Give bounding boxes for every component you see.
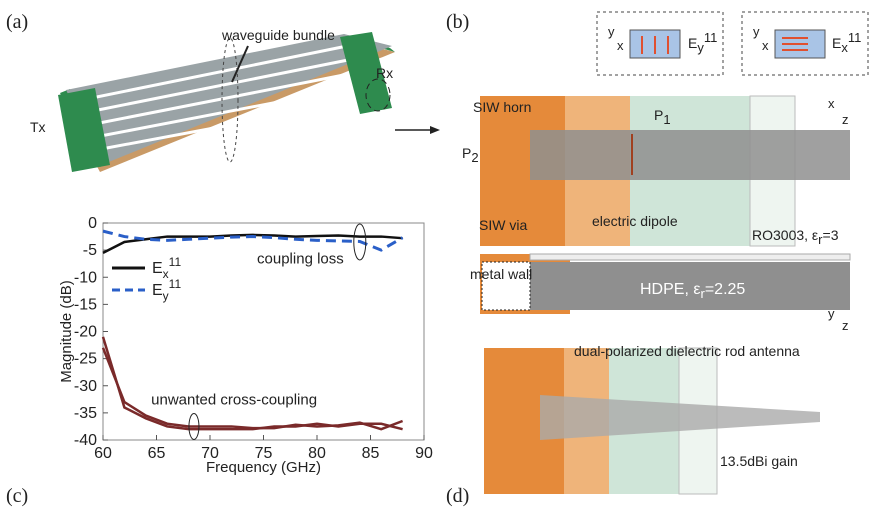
- axis-label: x: [617, 38, 624, 53]
- y-tick-label: -30: [74, 378, 97, 395]
- polarization-boxes: [597, 12, 868, 75]
- legend-sub: y: [163, 289, 169, 303]
- annotation: dual-polarized dielectric rod antenna: [574, 343, 800, 359]
- y-tick-label: -15: [74, 296, 97, 313]
- x-tick-label: 85: [362, 445, 380, 462]
- annotation: waveguide bundle: [221, 27, 335, 43]
- legend-name: E: [152, 282, 163, 299]
- annotation: electric dipole: [592, 213, 678, 229]
- panel-label: (b): [446, 11, 469, 33]
- x-tick-label: 90: [415, 445, 433, 462]
- axis-label: x: [828, 96, 835, 111]
- axis-label: y: [828, 306, 835, 321]
- legend-name: E: [152, 260, 163, 277]
- axis-label: z: [842, 112, 849, 127]
- mode-label: Ex11: [832, 30, 861, 55]
- rod-antenna: [484, 348, 820, 494]
- annotation: 13.5dBi gain: [720, 453, 798, 469]
- bundle-drawing: [58, 32, 440, 172]
- x-axis-label: Frequency (GHz): [206, 459, 321, 476]
- y-tick-label: -25: [74, 351, 97, 368]
- y-tick-label: -20: [74, 324, 97, 341]
- annotation: SIW via: [479, 217, 527, 233]
- axis-label: y: [753, 24, 760, 39]
- y-tick-label: 0: [88, 215, 97, 232]
- y-tick-label: -35: [74, 405, 97, 422]
- annotation: Rx: [376, 65, 393, 81]
- y-tick-label: -5: [83, 242, 97, 259]
- annotation: SIW horn: [473, 99, 531, 115]
- annotation: metal wall: [470, 266, 532, 282]
- annotation: coupling loss: [257, 251, 344, 268]
- figure: (a) waveguide bundle Rx Tx (b) Ey11 Ex11…: [0, 0, 871, 508]
- panel-label: (a): [6, 11, 28, 33]
- y-tick-label: -10: [74, 269, 97, 286]
- axis-label: z: [842, 318, 849, 333]
- panel-label: (c): [6, 485, 28, 507]
- mode-label: Ey11: [688, 30, 717, 55]
- panel-label: (d): [446, 485, 469, 507]
- annotation: unwanted cross-coupling: [151, 392, 317, 409]
- axis-label: x: [762, 38, 769, 53]
- legend-sup: 11: [169, 277, 182, 291]
- annotation: P2: [462, 145, 479, 165]
- annotation: Tx: [30, 119, 46, 135]
- y-axis-label: Magnitude (dB): [58, 280, 75, 383]
- legend-sup: 11: [169, 255, 182, 269]
- axis-label: y: [608, 24, 615, 39]
- x-tick-label: 60: [94, 445, 112, 462]
- x-tick-label: 65: [148, 445, 166, 462]
